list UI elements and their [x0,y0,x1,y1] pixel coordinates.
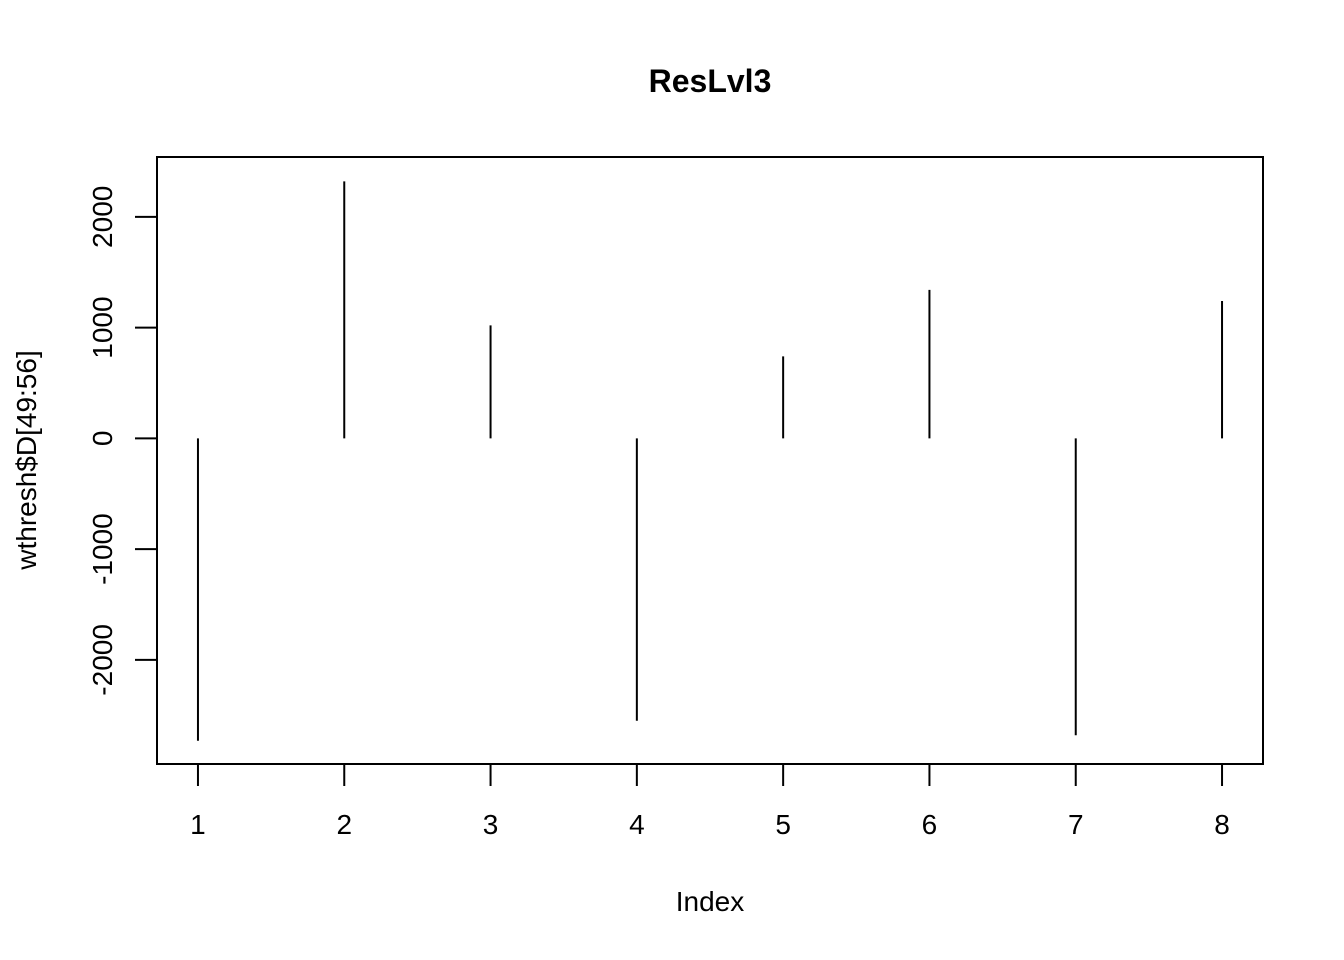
x-axis-label: Index [676,886,745,917]
x-tick-label-7: 7 [1068,809,1084,840]
x-tick-label-2: 2 [336,809,352,840]
y-tick-label-2000: 2000 [87,186,118,248]
x-tick-label-6: 6 [922,809,938,840]
y-axis-label: wthresh$D[49:56] [11,350,42,570]
chart-title: ResLvl3 [649,63,772,99]
y-tick-label--2000: -2000 [87,624,118,696]
y-tick-label--1000: -1000 [87,513,118,585]
y-axis: -2000 -1000 0 1000 2000 [87,186,158,696]
x-tick-label-3: 3 [483,809,499,840]
y-tick-label-0: 0 [87,431,118,447]
data-lines [196,181,1224,741]
y-tick-label-1000: 1000 [87,296,118,358]
x-axis: 1 2 3 4 5 6 7 8 [190,763,1230,840]
x-tick-label-4: 4 [629,809,645,840]
x-tick-label-8: 8 [1214,809,1230,840]
x-tick-label-1: 1 [190,809,206,840]
x-tick-label-5: 5 [775,809,791,840]
